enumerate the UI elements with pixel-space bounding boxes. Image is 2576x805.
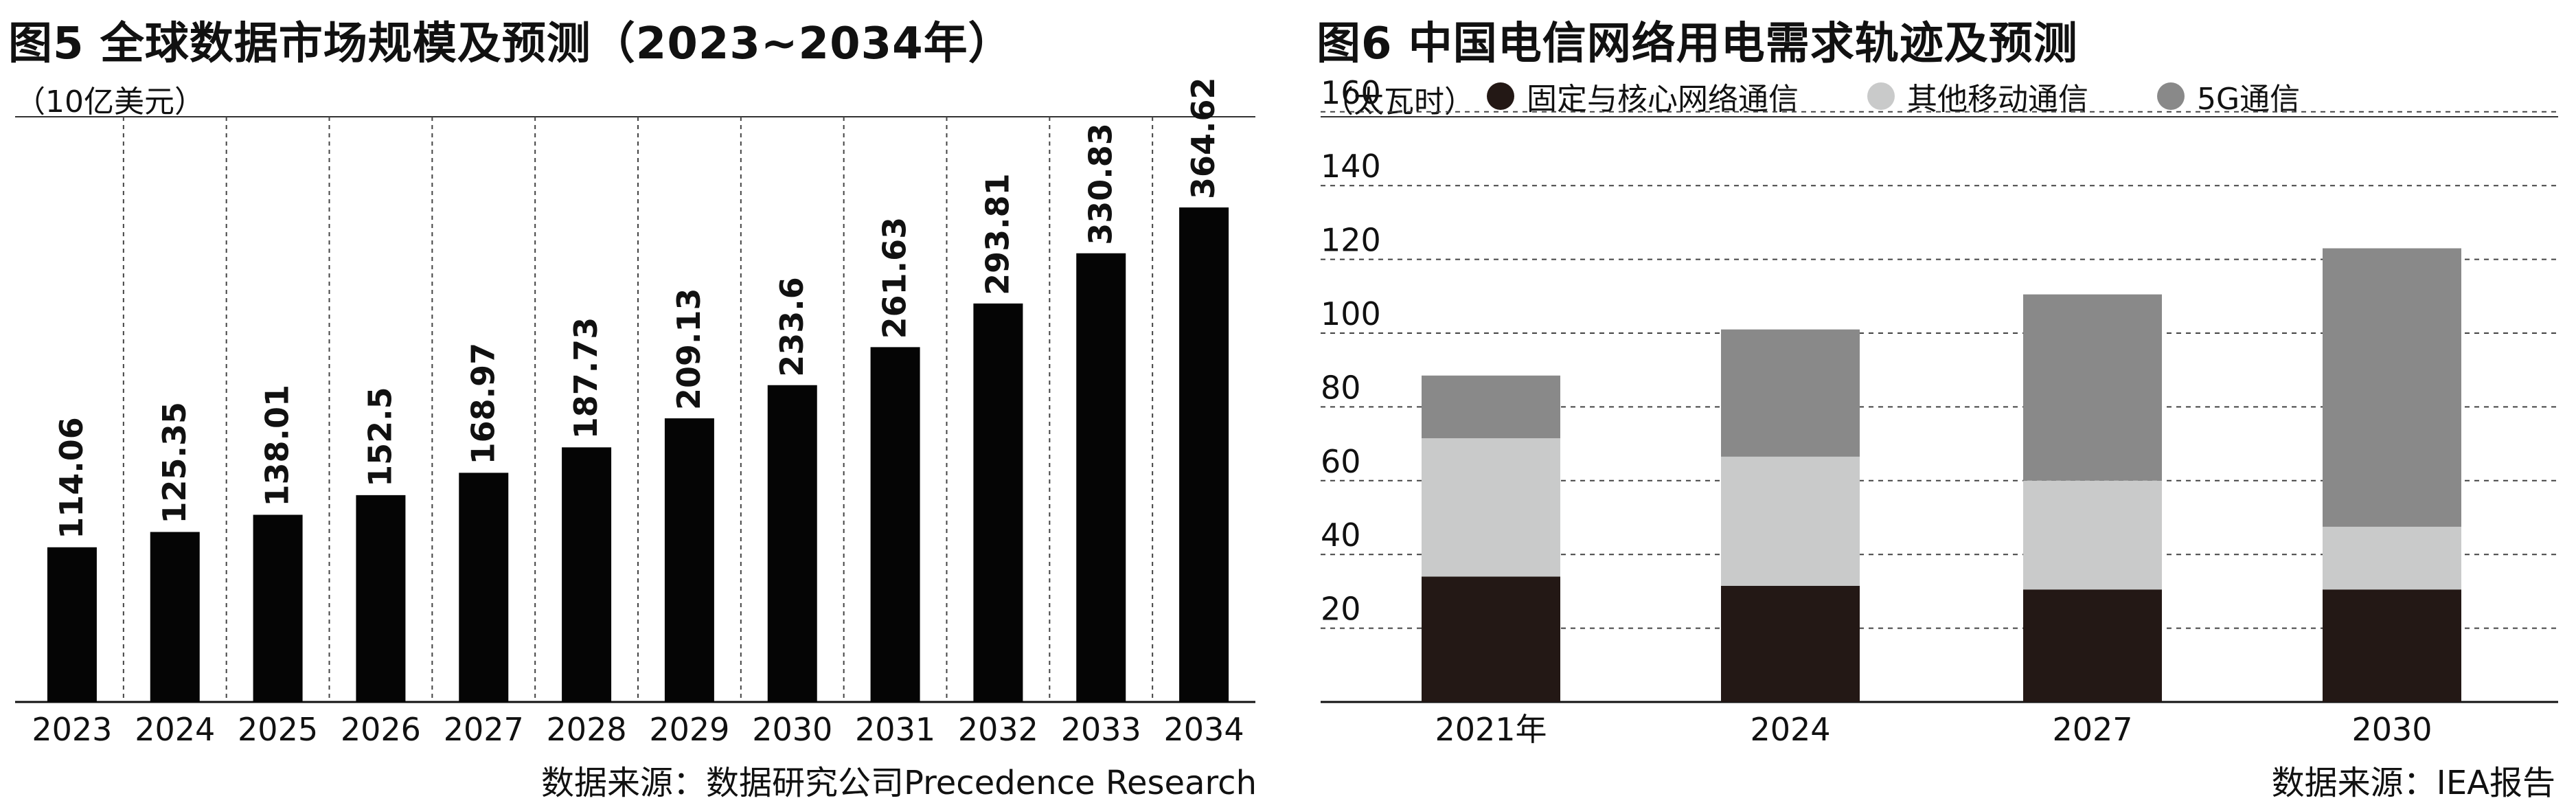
figure5-data-label: 364.62 bbox=[1185, 78, 1222, 200]
legend-swatch-5g bbox=[2157, 82, 2185, 110]
figure5-title: 图5 全球数据市场规模及预测（2023~2034年） bbox=[8, 19, 1013, 69]
figure5-data-label: 233.6 bbox=[773, 277, 810, 377]
figure6-bar-fixed-core bbox=[1422, 576, 1560, 702]
figure6-y-tick-label: 80 bbox=[1321, 369, 1361, 406]
figure6-y-tick-label: 160 bbox=[1321, 74, 1381, 111]
figure5-bar bbox=[459, 473, 509, 702]
figure5-data-label: 293.81 bbox=[979, 173, 1016, 295]
figure6-panel: 图6 中国电信网络用电需求轨迹及预测 （太瓦时） 固定与核心网络通信 其他移动通… bbox=[1308, 0, 2576, 805]
figure6-x-tick-label: 2027 bbox=[2052, 711, 2132, 748]
figure6-chart: 20 40 60 80 100 120 140 160 2021年 2024 2027 2030 bbox=[1321, 74, 2558, 748]
figure5-data-label: 209.13 bbox=[670, 288, 707, 411]
figure6-x-tick-label: 2021年 bbox=[1435, 711, 1547, 748]
figure6-bar-5g bbox=[2323, 248, 2461, 527]
legend-swatch-other-mobile bbox=[1867, 82, 1895, 110]
figure6-bar-fixed-core bbox=[2323, 589, 2461, 702]
figure6-bar-other-mobile bbox=[2023, 480, 2162, 590]
figure5-x-tick-label: 2029 bbox=[649, 711, 729, 748]
figure6-legend: 固定与核心网络通信 其他移动通信 5G通信 bbox=[1487, 74, 2369, 118]
figure6-y-tick-label: 20 bbox=[1321, 591, 1361, 628]
figure5-bar bbox=[150, 532, 200, 702]
figure5-x-tick-label: 2031 bbox=[855, 711, 935, 748]
figure5-data-label: 125.35 bbox=[156, 402, 193, 524]
figure5-bar bbox=[664, 418, 714, 702]
figure5-data-label: 138.01 bbox=[259, 385, 296, 507]
figure5-data-label: 152.5 bbox=[361, 387, 398, 487]
legend-label-fixed-core: 固定与核心网络通信 bbox=[1527, 82, 1799, 117]
figure5-x-tick-label: 2024 bbox=[135, 711, 215, 748]
figure6-y-tick-label: 60 bbox=[1321, 443, 1361, 480]
figure6-bar-5g bbox=[1422, 375, 1560, 439]
figure6-y-tick-label: 120 bbox=[1321, 222, 1381, 259]
figure6-y-tick-label: 100 bbox=[1321, 295, 1381, 332]
figure6-x-tick-label: 2030 bbox=[2351, 711, 2432, 748]
figure5-bar bbox=[767, 385, 817, 702]
figure5-data-label: 187.73 bbox=[567, 317, 604, 440]
figure5-x-tick-label: 2033 bbox=[1061, 711, 1141, 748]
figure5-data-label: 114.06 bbox=[53, 417, 90, 539]
legend-item-5g: 5G通信 bbox=[2157, 74, 2300, 118]
figure5-x-tick-label: 2025 bbox=[238, 711, 318, 748]
figure5-bar bbox=[1076, 253, 1126, 703]
figure6-title: 图6 中国电信网络用电需求轨迹及预测 bbox=[1317, 19, 2078, 69]
figure5-x-tick-label: 2026 bbox=[341, 711, 421, 748]
figure5-x-tick-label: 2028 bbox=[547, 711, 627, 748]
legend-label-other-mobile: 其他移动通信 bbox=[1907, 82, 2088, 117]
figure5-bar bbox=[356, 495, 406, 702]
legend-item-other-mobile: 其他移动通信 bbox=[1867, 74, 2088, 118]
legend-label-5g: 5G通信 bbox=[2197, 82, 2301, 117]
figure6-bar-other-mobile bbox=[1422, 438, 1560, 577]
figure5-panel: 图5 全球数据市场规模及预测（2023~2034年） （10亿美元） 114.0… bbox=[0, 0, 1277, 805]
figure6-bar-5g bbox=[2023, 294, 2162, 481]
figure6-y-tick-label: 140 bbox=[1321, 148, 1381, 185]
figure5-x-tick-label: 2032 bbox=[958, 711, 1038, 748]
figure6-bar-other-mobile bbox=[2323, 526, 2461, 590]
figure5-bar bbox=[973, 303, 1023, 702]
figure5-data-label: 261.63 bbox=[876, 217, 913, 339]
figure5-bar bbox=[1179, 207, 1229, 702]
figure5-bar bbox=[870, 347, 920, 703]
figure6-bar-fixed-core bbox=[1721, 585, 1860, 702]
figure6-y-tick-label: 40 bbox=[1321, 517, 1361, 554]
figure5-x-tick-label: 2030 bbox=[752, 711, 832, 748]
legend-swatch-fixed-core bbox=[1487, 82, 1514, 110]
figure5-bar bbox=[562, 447, 612, 702]
figure6-bar-fixed-core bbox=[2023, 589, 2162, 702]
figure6-x-tick-label: 2024 bbox=[1750, 711, 1830, 748]
figure5-source: 数据来源：数据研究公司Precedence Research bbox=[540, 764, 1257, 802]
figure6-unit: （太瓦时） bbox=[1323, 84, 1474, 120]
figure5-x-tick-label: 2034 bbox=[1164, 711, 1244, 748]
figure6-bar-5g bbox=[1721, 329, 1860, 457]
figure6-source: 数据来源：IEA报告 bbox=[2271, 764, 2555, 802]
figure5-unit: （10亿美元） bbox=[15, 84, 205, 120]
figure5-x-tick-label: 2023 bbox=[32, 711, 112, 748]
figure5-x-tick-label: 2027 bbox=[444, 711, 524, 748]
figure5-data-label: 330.83 bbox=[1082, 123, 1119, 245]
figure6-bar-other-mobile bbox=[1721, 456, 1860, 586]
figure5-bar bbox=[47, 547, 97, 702]
figure5-chart: 114.06 2023 125.35 2024 138.01 2025 152.5 2026 1… bbox=[15, 78, 1255, 748]
legend-item-fixed-core: 固定与核心网络通信 bbox=[1487, 74, 1799, 118]
figure5-data-label: 168.97 bbox=[464, 343, 501, 465]
figure5-bar bbox=[253, 514, 303, 702]
